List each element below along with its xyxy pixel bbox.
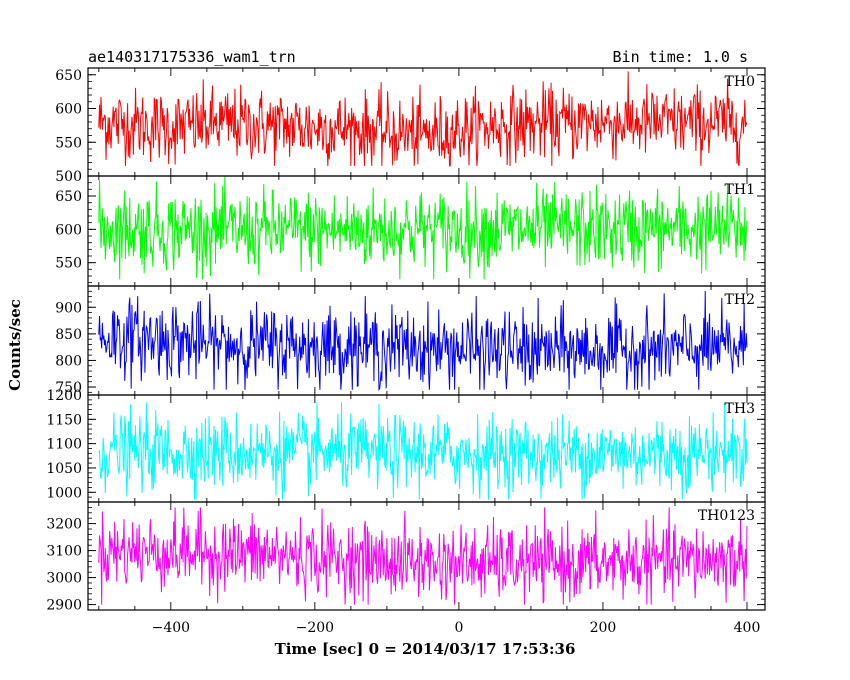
y-tick-label: 2900: [46, 598, 82, 614]
y-tick-label: 1150: [46, 412, 82, 428]
y-tick-label: 650: [55, 189, 82, 205]
x-tick-label: −400: [152, 620, 190, 636]
panel-th0: 500 550 600 650 TH0: [55, 67, 766, 185]
series-line-th1: [98, 176, 748, 280]
panel-th0123: 2900 3000 3100 3200 TH0123: [46, 501, 766, 614]
chart-title-left: ae140317175336_wam1_trn: [88, 48, 296, 66]
y-tick-label: 650: [55, 68, 82, 84]
y-tick-label: 550: [55, 135, 82, 151]
y-tick-label: 600: [55, 222, 82, 238]
y-tick-label: 1200: [46, 388, 82, 404]
x-axis: −400 −200 0 200 400: [152, 620, 761, 636]
series-line-th3: [98, 402, 748, 500]
y-tick-label: 550: [55, 256, 82, 272]
y-tick-label: 900: [55, 300, 82, 316]
panel-label: TH1: [725, 182, 755, 198]
series-line-th2: [98, 291, 748, 392]
panel-th2: 750 800 850 900 TH2: [55, 285, 766, 396]
y-tick-label: 1100: [46, 437, 82, 453]
y-axis-label: Counts/sec: [6, 299, 24, 391]
panel-label: TH2: [725, 292, 755, 308]
y-tick-label: 750: [55, 380, 82, 396]
y-tick-label: 1000: [46, 485, 82, 501]
y-tick-label: 800: [55, 353, 82, 369]
chart-title-right: Bin time: 1.0 s: [613, 48, 748, 66]
panel-label: TH3: [725, 401, 755, 417]
y-tick-label: 3000: [46, 571, 82, 587]
panel-label: TH0: [725, 74, 755, 90]
panel-th3: 1000 1050 1100 1150 1200 TH3: [46, 388, 766, 503]
panels-group: 500 550 600 650 TH0 550 600 650 TH1 750 800 850 900 T…: [46, 67, 766, 614]
panel-label: TH0123: [698, 508, 755, 524]
y-tick-label: 600: [55, 102, 82, 118]
y-tick-label: 500: [55, 169, 82, 185]
x-tick-label: −200: [296, 620, 334, 636]
x-tick-label: 200: [590, 620, 617, 636]
y-tick-label: 3200: [46, 517, 82, 533]
series-line-th0123: [98, 507, 748, 605]
y-tick-label: 850: [55, 327, 82, 343]
x-tick-label: 0: [454, 620, 463, 636]
y-tick-label: 3100: [46, 544, 82, 560]
x-tick-label: 400: [734, 620, 761, 636]
x-axis-label: Time [sec] 0 = 2014/03/17 17:53:36: [275, 640, 576, 658]
y-tick-label: 1050: [46, 461, 82, 477]
panel-th1: 550 600 650 TH1: [55, 175, 766, 287]
series-line-th0: [98, 71, 748, 167]
